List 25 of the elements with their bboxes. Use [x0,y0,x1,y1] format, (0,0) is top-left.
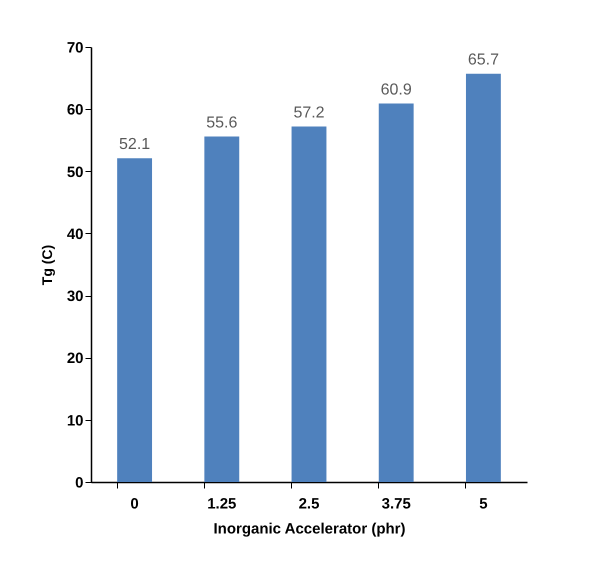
y-tick-label: 20 [66,350,84,368]
y-tick-label: 60 [66,102,84,119]
y-tick-label: 50 [66,164,84,181]
x-tick-label: 2.5 [298,496,320,512]
y-axis-title: Tg (C) [38,244,55,286]
data-label: 55.6 [206,114,238,132]
x-tick-label: 0 [130,496,139,512]
x-tick-label: 1.25 [207,496,236,512]
y-tick-label: 70 [66,40,84,56]
bar [378,104,414,482]
data-label: 65.7 [468,52,500,69]
bar [204,136,240,482]
x-tick-label: 3.75 [382,496,411,512]
y-tick-label: 0 [75,474,84,492]
data-label: 60.9 [380,82,412,99]
data-label: 52.1 [119,136,150,154]
data-label: 57.2 [293,104,325,122]
x-tick-label: 5 [479,496,488,512]
bar [292,126,326,482]
x-axis-title: Inorganic Accelerator (phr) [214,520,406,538]
y-tick-label: 30 [66,288,84,306]
bar [117,158,152,482]
y-tick-label: 40 [66,226,84,243]
y-tick-label: 10 [66,412,84,430]
bar [466,74,501,482]
